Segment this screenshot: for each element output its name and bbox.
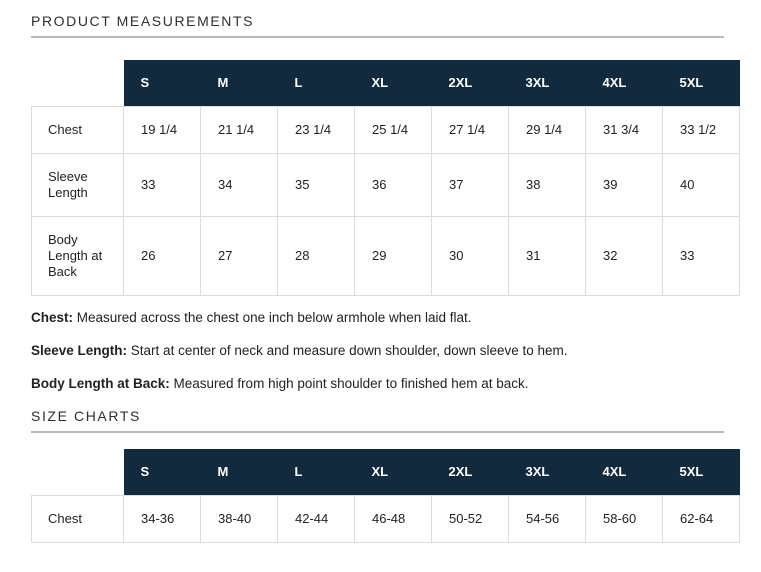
size-header-row: S M L XL 2XL 3XL 4XL 5XL [32, 449, 740, 496]
product-measurements-table: S M L XL 2XL 3XL 4XL 5XL Chest 19 1/4 21… [31, 60, 740, 296]
size-charts-table: S M L XL 2XL 3XL 4XL 5XL Chest 34-36 38-… [31, 449, 740, 543]
measurement-cell: 32 [585, 216, 663, 296]
measurement-cell: 36 [354, 153, 432, 217]
size-range-cell: 34-36 [123, 495, 201, 543]
size-charts-section: SIZE CHARTS S M L XL 2XL 3XL 4XL 5XL [31, 408, 761, 543]
measurement-cell: 27 1/4 [431, 106, 509, 154]
note-body-length-at-back: Body Length at Back: Measured from high … [31, 375, 761, 392]
measurement-cell: 33 1/2 [662, 106, 740, 154]
size-range-cell: 50-52 [431, 495, 509, 543]
measurement-cell: 38 [508, 153, 586, 217]
section-divider [31, 431, 724, 433]
size-header-row: S M L XL 2XL 3XL 4XL 5XL [32, 60, 740, 107]
note-description: Start at center of neck and measure down… [130, 343, 568, 358]
section-divider [31, 36, 724, 38]
measurement-cell: 28 [277, 216, 355, 296]
size-header-cell: 2XL [431, 60, 509, 107]
table-row-sleeve-length: Sleeve Length 33 34 35 36 37 38 39 40 [31, 153, 740, 217]
measurement-cell: 21 1/4 [200, 106, 278, 154]
size-header-cell: XL [354, 449, 432, 496]
row-label: Sleeve Length [31, 153, 124, 217]
size-header-cell: S [123, 60, 201, 107]
size-header-cell: L [277, 60, 355, 107]
size-header-cell: XL [354, 60, 432, 107]
measurement-cell: 29 [354, 216, 432, 296]
size-range-cell: 38-40 [200, 495, 278, 543]
note-term: Chest: [31, 310, 74, 325]
note-sleeve-length: Sleeve Length: Start at center of neck a… [31, 342, 761, 359]
size-range-cell: 46-48 [354, 495, 432, 543]
measurement-cell: 26 [123, 216, 201, 296]
measurement-cell: 34 [200, 153, 278, 217]
note-term: Sleeve Length: [31, 343, 128, 358]
size-range-cell: 58-60 [585, 495, 663, 543]
table-row-chest: Chest 34-36 38-40 42-44 46-48 50-52 54-5… [31, 495, 740, 543]
corner-cell [32, 449, 124, 496]
measurement-notes: Chest: Measured across the chest one inc… [31, 309, 761, 392]
product-measurements-section: PRODUCT MEASUREMENTS S M L XL 2XL 3XL 4X… [31, 13, 761, 392]
measurement-cell: 40 [662, 153, 740, 217]
size-header-cell: 4XL [585, 60, 663, 107]
size-charts-title: SIZE CHARTS [31, 408, 141, 424]
corner-cell [32, 60, 124, 107]
size-header-cell: 2XL [431, 449, 509, 496]
measurement-cell: 39 [585, 153, 663, 217]
measurement-cell: 29 1/4 [508, 106, 586, 154]
row-label: Chest [31, 106, 124, 154]
measurement-cell: 33 [662, 216, 740, 296]
measurement-cell: 25 1/4 [354, 106, 432, 154]
product-measurements-title: PRODUCT MEASUREMENTS [31, 13, 255, 29]
measurement-cell: 31 [508, 216, 586, 296]
table-row-body-length-at-back: Body Length at Back 26 27 28 29 30 31 32… [31, 216, 740, 296]
note-chest: Chest: Measured across the chest one inc… [31, 309, 761, 326]
size-header-cell: M [200, 449, 278, 496]
row-label: Body Length at Back [31, 216, 124, 296]
size-header-cell: M [200, 60, 278, 107]
note-term: Body Length at Back: [31, 376, 170, 391]
size-header-cell: 5XL [662, 60, 740, 107]
size-header-cell: 3XL [508, 60, 586, 107]
size-range-cell: 42-44 [277, 495, 355, 543]
measurement-cell: 35 [277, 153, 355, 217]
size-range-cell: 62-64 [662, 495, 740, 543]
size-header-cell: L [277, 449, 355, 496]
size-header-cell: 4XL [585, 449, 663, 496]
size-header-cell: 3XL [508, 449, 586, 496]
note-description: Measured across the chest one inch below… [76, 310, 472, 325]
measurement-cell: 30 [431, 216, 509, 296]
size-header-cell: S [123, 449, 201, 496]
note-description: Measured from high point shoulder to fin… [173, 376, 529, 391]
table-row-chest: Chest 19 1/4 21 1/4 23 1/4 25 1/4 27 1/4… [31, 106, 740, 154]
measurement-cell: 37 [431, 153, 509, 217]
measurement-cell: 27 [200, 216, 278, 296]
measurement-cell: 19 1/4 [123, 106, 201, 154]
size-header-cell: 5XL [662, 449, 740, 496]
row-label: Chest [31, 495, 124, 543]
measurement-cell: 31 3/4 [585, 106, 663, 154]
measurement-cell: 33 [123, 153, 201, 217]
size-range-cell: 54-56 [508, 495, 586, 543]
measurement-cell: 23 1/4 [277, 106, 355, 154]
